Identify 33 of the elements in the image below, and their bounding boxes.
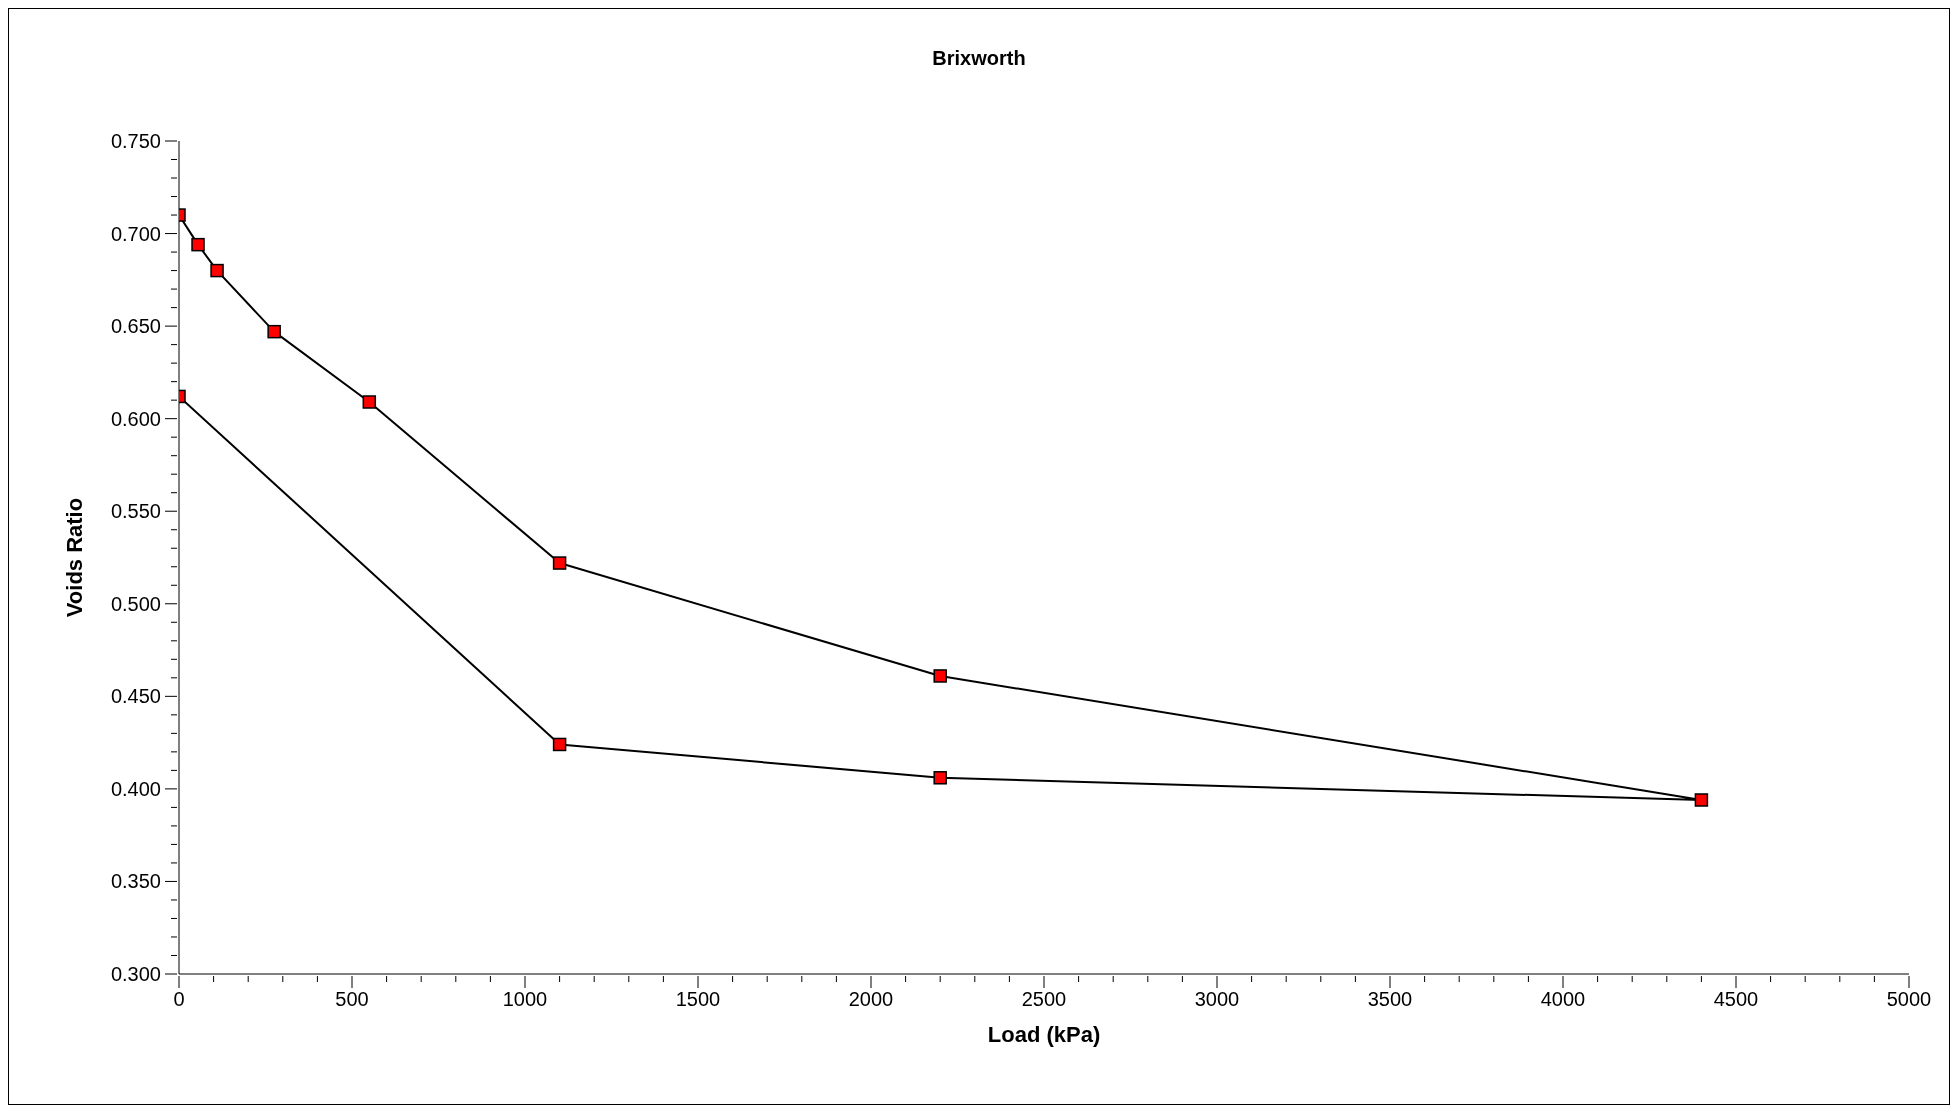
x-tick-label: 3000 xyxy=(1194,988,1240,1010)
point xyxy=(552,737,567,752)
y-tick-label: 0.350 xyxy=(110,870,161,893)
x-tick-label: 1500 xyxy=(675,988,721,1010)
x-tick-label: 2500 xyxy=(1021,988,1067,1010)
x-tick-label: 3500 xyxy=(1367,988,1413,1010)
y-axis-title: Voids Ratio xyxy=(61,497,87,618)
point xyxy=(191,237,205,252)
x-tick-label: 500 xyxy=(335,988,369,1010)
y-tick-label: 0.300 xyxy=(110,963,161,985)
x-tick-label: 1000 xyxy=(502,988,548,1010)
y-tick-label: 0.650 xyxy=(110,315,161,338)
y-tick-label: 0.550 xyxy=(110,500,161,523)
y-tick-label: 0.450 xyxy=(110,685,161,708)
point xyxy=(552,556,567,570)
point xyxy=(362,395,377,409)
y-tick-label: 0.400 xyxy=(110,777,161,800)
x-tick-label: 5000 xyxy=(1886,988,1932,1010)
y-tick-label: 0.500 xyxy=(110,592,161,615)
x-tick-label: 0 xyxy=(173,988,185,1010)
x-tick-label: 4500 xyxy=(1713,988,1759,1010)
point xyxy=(933,669,947,683)
chart-title: Brixworth xyxy=(931,47,1027,70)
x-tick-label: 2000 xyxy=(848,988,894,1010)
y-tick-label: 0.750 xyxy=(110,130,161,152)
point xyxy=(267,324,281,339)
y-tick-label: 0.700 xyxy=(110,222,161,245)
x-tick-label: 4000 xyxy=(1540,988,1586,1010)
x-axis-title: Load (kPa) xyxy=(987,1022,1101,1047)
point xyxy=(933,771,947,785)
point xyxy=(1694,793,1709,807)
point xyxy=(210,263,224,278)
y-tick-label: 0.600 xyxy=(110,407,161,430)
